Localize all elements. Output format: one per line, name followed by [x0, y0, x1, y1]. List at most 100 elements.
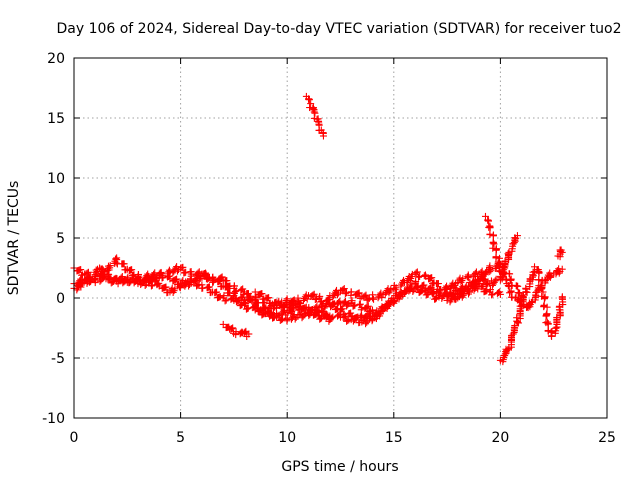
data-point: [147, 282, 155, 290]
data-point: [514, 282, 522, 290]
data-point: [205, 283, 213, 291]
data-point: [547, 332, 555, 340]
data-point: [413, 268, 421, 276]
data-point: [113, 254, 121, 262]
chart-title: Day 106 of 2024, Sidereal Day-to-day VTE…: [56, 21, 621, 37]
y-tick-label: 0: [56, 291, 65, 307]
data-point: [480, 270, 488, 278]
data-point: [106, 274, 114, 282]
data-point: [379, 306, 387, 314]
data-point: [558, 294, 566, 302]
data-point: [416, 272, 424, 280]
data-point: [187, 278, 195, 286]
data-point: [364, 302, 372, 310]
data-point: [513, 317, 521, 325]
data-point: [340, 285, 348, 293]
data-point: [504, 250, 512, 258]
y-axis-label: SDTVAR / TECUs: [6, 181, 22, 296]
data-point: [221, 297, 229, 305]
data-point: [427, 283, 435, 291]
x-tick-label: 25: [598, 430, 616, 446]
data-point: [106, 262, 114, 270]
data-point: [241, 300, 249, 308]
data-point: [464, 286, 472, 294]
data-point: [539, 288, 547, 296]
data-point: [120, 260, 128, 268]
data-point: [325, 295, 333, 303]
data-point: [490, 240, 498, 248]
data-point: [258, 290, 266, 298]
data-point: [414, 273, 422, 281]
x-tick-label: 0: [70, 430, 79, 446]
data-point: [310, 290, 318, 298]
data-point: [343, 289, 351, 297]
data-point: [279, 315, 287, 323]
data-point: [239, 285, 247, 293]
x-tick-label: 5: [176, 430, 185, 446]
tick-labels: 0 5 10 15 20 25 -10 -5 0 5 10 15 20: [42, 51, 616, 446]
data-point: [329, 313, 337, 321]
data-point: [369, 291, 377, 299]
data-point: [385, 300, 393, 308]
data-point: [483, 287, 491, 295]
series-sat-track-m: [443, 259, 526, 306]
data-point: [210, 276, 218, 284]
data-point: [544, 320, 552, 328]
data-point: [130, 279, 138, 287]
data-point: [294, 294, 302, 302]
y-tick-label: -10: [42, 411, 65, 427]
data-point: [501, 258, 509, 266]
data-point: [173, 275, 181, 283]
y-tick-label: 20: [47, 51, 65, 67]
data-point: [307, 100, 315, 108]
data-point: [222, 296, 230, 304]
x-tick-label: 15: [385, 430, 403, 446]
data-point: [488, 291, 496, 299]
data-point: [135, 278, 143, 286]
data-point: [213, 288, 221, 296]
data-point: [128, 266, 136, 274]
data-point: [268, 309, 276, 317]
data-point: [113, 275, 121, 283]
data-point: [322, 311, 330, 319]
data-point: [209, 277, 217, 285]
data-point: [171, 285, 179, 293]
data-point: [507, 275, 515, 283]
data-point: [355, 289, 363, 297]
x-axis-label: GPS time / hours: [281, 459, 398, 475]
data-point: [146, 277, 154, 285]
series-sat-track-k: [531, 263, 567, 340]
data-point: [464, 274, 472, 282]
data-point: [504, 346, 512, 354]
data-point: [500, 263, 508, 271]
data-point: [513, 232, 521, 240]
data-point: [535, 269, 543, 277]
data-point: [362, 291, 370, 299]
data-point: [529, 272, 537, 280]
data-point: [223, 277, 231, 285]
data-point: [338, 305, 346, 313]
data-point: [314, 311, 322, 319]
y-tick-label: 5: [56, 231, 65, 247]
data-point: [511, 322, 519, 330]
data-point: [201, 271, 209, 279]
data-point: [87, 277, 95, 285]
data-point: [231, 288, 239, 295]
data-point: [146, 277, 154, 285]
data-point: [310, 108, 318, 116]
data-point: [370, 295, 378, 303]
data-point: [152, 273, 160, 281]
data-point: [459, 288, 467, 296]
data-point: [295, 298, 303, 306]
data-point: [331, 300, 339, 308]
data-point: [495, 289, 503, 297]
data-point: [546, 273, 554, 281]
data-point: [309, 291, 317, 299]
y-tick-label: 10: [47, 171, 65, 187]
data-point: [486, 224, 494, 232]
data-point: [318, 308, 326, 316]
data-point: [232, 287, 240, 295]
data-point: [204, 274, 212, 282]
x-tick-label: 20: [491, 430, 509, 446]
